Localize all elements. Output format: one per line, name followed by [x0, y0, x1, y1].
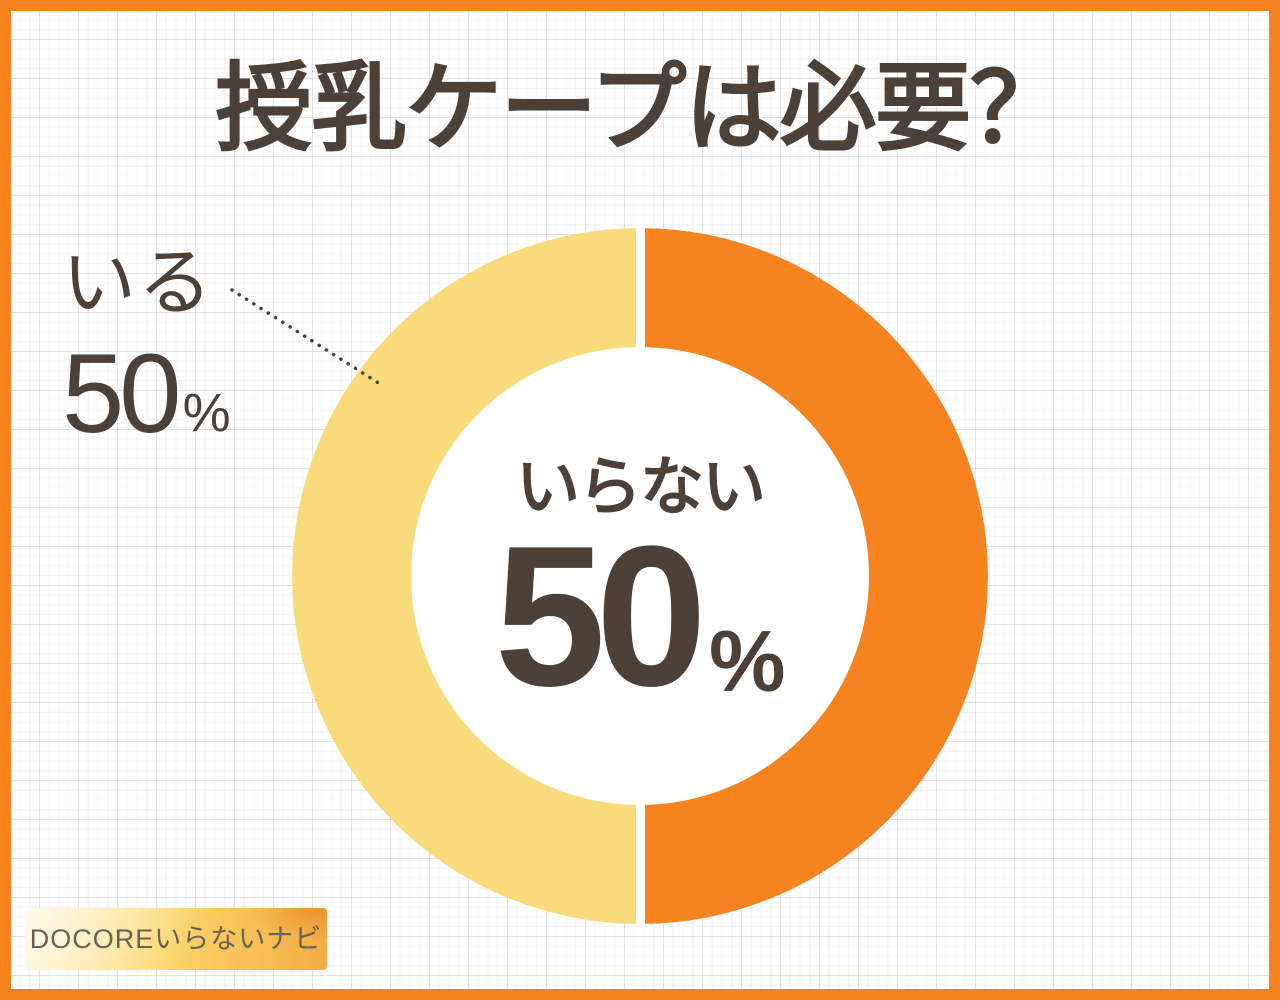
brand-badge: DOCOREいらないナビ	[25, 908, 327, 970]
donut-chart: いらない 50 %	[292, 228, 988, 924]
outside-slice-label: いる	[62, 241, 214, 324]
outside-slice-value: 50	[62, 331, 182, 456]
outside-slice-unit: %	[182, 383, 231, 444]
outside-slice-label-block: いる 50 %	[62, 241, 231, 456]
center-value-row: 50 %	[494, 505, 786, 728]
outside-value-row: 50 %	[62, 331, 231, 456]
dotted-leader-line	[230, 288, 382, 386]
center-slice-value: 50	[494, 505, 707, 728]
center-slice-unit: %	[709, 614, 786, 711]
brand-badge-text: DOCOREいらないナビ	[29, 923, 323, 954]
donut-hole: いらない 50 %	[411, 347, 869, 805]
center-slice-label: いらない	[516, 451, 766, 523]
chart-title: 授乳ケープは必要？	[215, 54, 1066, 163]
